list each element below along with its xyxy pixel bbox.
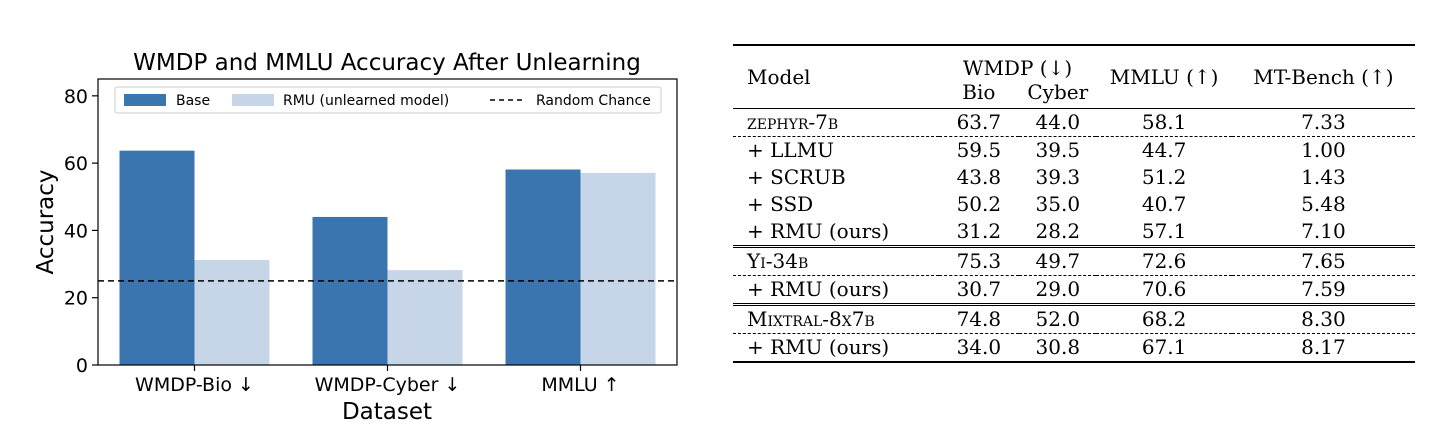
table-row-yi-rmu: + RMU (ours) 30.7 29.0 70.6 7.59	[733, 275, 1415, 305]
header-mmlu: MMLU (↑)	[1109, 65, 1219, 89]
legend-label-rmu: RMU (unlearned model)	[283, 93, 449, 109]
cell-mmlu: 68.2	[1096, 303, 1232, 334]
bar-rmu-2	[580, 172, 656, 365]
cell-mmlu: 70.6	[1096, 275, 1232, 305]
cell-model: + LLMU	[733, 136, 939, 164]
cell-cyber: 39.3	[1035, 165, 1081, 189]
header-model: Model	[747, 65, 811, 89]
table-row-yi-base: Yi-34b 75.3 49.7 72.6 7.65	[733, 245, 1415, 276]
y-tick-label: 60	[64, 153, 88, 175]
accuracy-chart-svg: WMDP and MMLU Accuracy After Unlearning …	[33, 50, 678, 424]
legend-label-base: Base	[176, 93, 210, 109]
header-cyber: Cyber	[1027, 80, 1089, 104]
bar-base-0	[119, 150, 195, 365]
cell-cyber: 44.0	[1019, 108, 1097, 137]
cell-mtbench: 8.30	[1231, 303, 1415, 334]
y-axis-label: Accuracy	[33, 169, 59, 274]
cell-mtbench: 7.65	[1231, 245, 1415, 276]
table-row-mixtral-base: Mixtral-8x7b 74.8 52.0 68.2 8.30	[733, 303, 1415, 334]
cell-cyber: 49.7	[1019, 245, 1097, 276]
bars-layer	[119, 150, 656, 365]
table-row-mixtral-rmu: + RMU (ours) 34.0 30.8 67.1 8.17	[733, 333, 1415, 362]
x-ticks: WMDP-Bio ↓ WMDP-Cyber ↓ MMLU ↑	[135, 365, 620, 396]
cell-mmlu: 57.1	[1141, 219, 1187, 243]
cell-mtbench: 1.00	[1231, 136, 1415, 164]
cell-mmlu: 44.7	[1096, 136, 1232, 164]
legend-box	[114, 86, 662, 114]
cell-bio: 30.7	[938, 275, 1020, 305]
cell-mmlu: 72.6	[1096, 245, 1232, 276]
legend-label-random-chance: Random Chance	[536, 93, 651, 109]
cell-model: + SCRUB	[747, 165, 846, 189]
legend-swatch-rmu	[232, 94, 274, 106]
cell-bio: 59.5	[938, 136, 1020, 164]
cell-mtbench: 7.33	[1231, 108, 1415, 137]
cell-mmlu: 40.7	[1141, 192, 1187, 216]
bar-rmu-1	[387, 270, 463, 365]
y-ticks: 0 20 40 60 80	[64, 86, 98, 377]
bar-base-1	[312, 216, 388, 365]
bar-base-2	[505, 169, 581, 365]
results-table-wrap: Model WMDP (↓) MMLU (↑) MT-Bench (↑) Bio…	[733, 44, 1415, 363]
y-tick-label: 0	[76, 355, 88, 377]
cell-model: zephyr-7b	[733, 108, 939, 137]
cell-bio: 74.8	[938, 303, 1020, 334]
cell-mmlu: 67.1	[1096, 333, 1232, 362]
cell-bio: 63.7	[938, 108, 1020, 137]
cell-bio: 50.2	[956, 192, 1002, 216]
cell-mmlu: 51.2	[1141, 165, 1187, 189]
table-row-zephyr-ssd: + SSD 50.2 35.0 40.7 5.48	[733, 191, 1415, 218]
table-row-zephyr-llmu: + LLMU 59.5 39.5 44.7 1.00	[733, 136, 1415, 164]
cell-mmlu: 58.1	[1096, 108, 1232, 137]
header-bio: Bio	[962, 80, 996, 104]
table-header-row: Model WMDP (↓) MMLU (↑) MT-Bench (↑)	[733, 45, 1415, 89]
y-tick-label: 80	[64, 86, 88, 108]
cell-bio: 31.2	[956, 219, 1002, 243]
cell-bio: 43.8	[956, 165, 1002, 189]
cell-model: + RMU (ours)	[733, 275, 939, 305]
cell-mtbench: 1.43	[1301, 165, 1346, 189]
cell-model: Mixtral-8x7b	[733, 303, 939, 334]
cell-mtbench: 8.17	[1231, 333, 1415, 362]
cell-bio: 75.3	[938, 245, 1020, 276]
cell-cyber: 30.8	[1019, 333, 1097, 362]
y-tick-label: 20	[64, 288, 88, 310]
cell-cyber: 35.0	[1035, 192, 1081, 216]
cell-model: Yi-34b	[733, 245, 939, 276]
cell-model: + SSD	[747, 192, 814, 216]
x-tick-label: WMDP-Bio ↓	[135, 374, 254, 396]
cell-cyber: 39.5	[1019, 136, 1097, 164]
cell-mtbench: 5.48	[1301, 192, 1346, 216]
cell-model: + RMU (ours)	[733, 333, 939, 362]
header-mtbench: MT-Bench (↑)	[1253, 65, 1394, 89]
table-subheader-row: Bio Cyber	[733, 80, 1415, 109]
chart-title: WMDP and MMLU Accuracy After Unlearning	[133, 50, 641, 76]
x-tick-label: WMDP-Cyber ↓	[315, 374, 461, 396]
cell-cyber: 28.2	[1035, 219, 1081, 243]
cell-model: + RMU (ours)	[747, 219, 890, 243]
table-row-zephyr-scrub: + SCRUB 43.8 39.3 51.2 1.43	[733, 164, 1415, 191]
cell-bio: 34.0	[938, 333, 1020, 362]
results-table: Model WMDP (↓) MMLU (↑) MT-Bench (↑) Bio…	[733, 44, 1415, 363]
legend: Base RMU (unlearned model) Random Chance	[114, 86, 662, 114]
cell-mtbench: 7.59	[1231, 275, 1415, 305]
cell-mtbench: 7.10	[1301, 219, 1346, 243]
x-axis-label: Dataset	[342, 399, 432, 424]
header-wmdp: WMDP (↓)	[962, 56, 1073, 80]
table-row-zephyr-rmu: + RMU (ours) 31.2 28.2 57.1 7.10	[733, 218, 1415, 247]
y-tick-label: 40	[64, 220, 88, 242]
legend-swatch-base	[124, 94, 166, 106]
cell-cyber: 29.0	[1019, 275, 1097, 305]
x-tick-label: MMLU ↑	[541, 374, 619, 396]
accuracy-chart: WMDP and MMLU Accuracy After Unlearning …	[0, 0, 700, 424]
bar-rmu-0	[194, 260, 270, 365]
table-row-zephyr-base: zephyr-7b 63.7 44.0 58.1 7.33	[733, 108, 1415, 137]
cell-cyber: 52.0	[1019, 303, 1097, 334]
